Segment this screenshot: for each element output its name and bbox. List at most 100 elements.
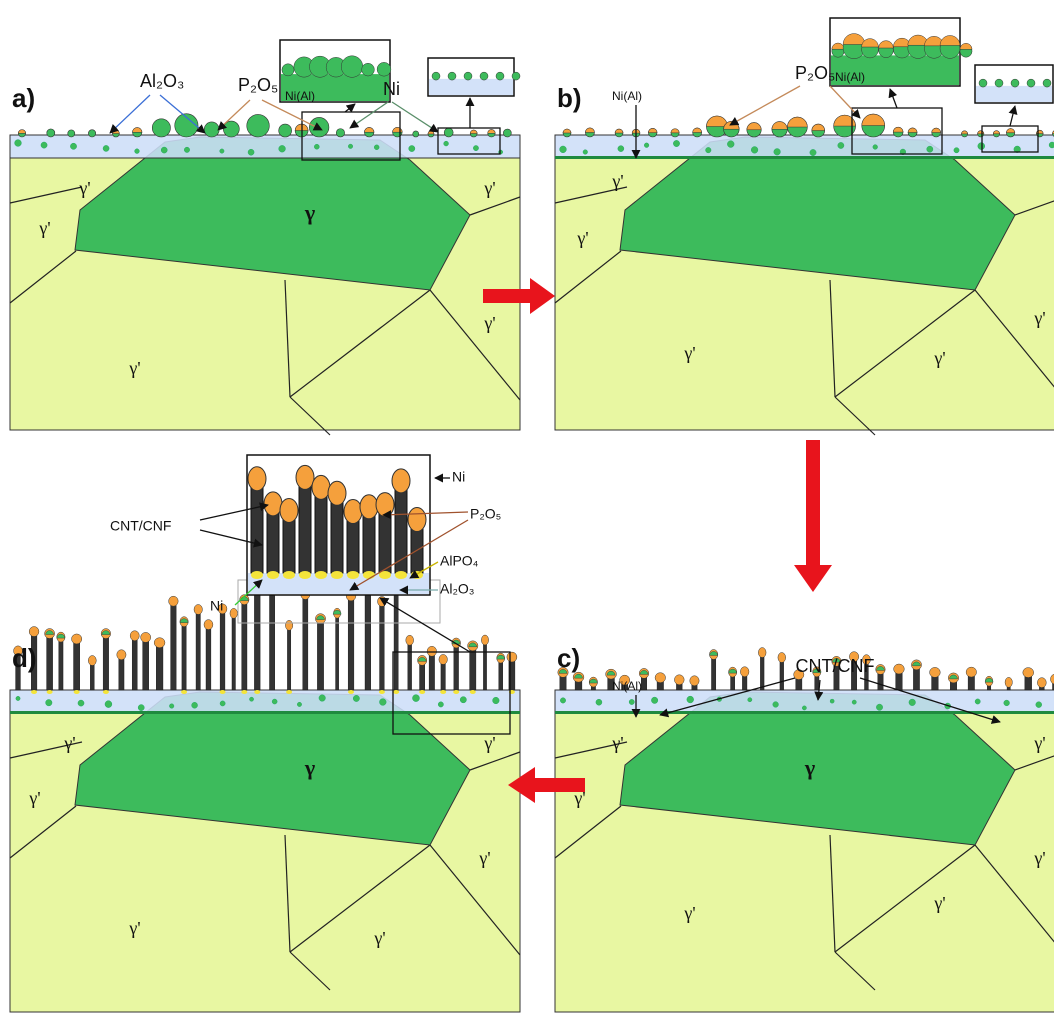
oxide-particle	[249, 697, 253, 701]
inset-cnt	[331, 495, 343, 573]
p2o5-cap	[978, 131, 984, 134]
inset-particle	[480, 72, 488, 80]
oxide-particle	[348, 144, 352, 148]
oxide-particle	[876, 704, 882, 710]
oxide-particle	[493, 697, 500, 704]
cnt	[896, 672, 903, 690]
oxide-particle	[169, 704, 174, 709]
inset-particle	[377, 62, 391, 76]
inset-cap	[280, 498, 298, 522]
oxide-particle	[596, 699, 602, 705]
p2o5-cap	[141, 632, 151, 642]
inset-particle	[432, 72, 440, 80]
gamma-prime-label: γ'	[933, 348, 945, 368]
gamma-prime-label: γ'	[63, 733, 75, 753]
cnt	[483, 643, 486, 690]
p2o5-cap	[747, 123, 761, 130]
p2o5-cap	[393, 127, 403, 132]
alpo4	[241, 690, 247, 694]
p2o5-cap	[1023, 668, 1034, 678]
cnt	[780, 661, 784, 690]
gamma-label: γ	[804, 755, 815, 780]
p2o5-cap	[132, 128, 141, 133]
p2o5-cap	[1037, 678, 1046, 688]
inset-alpo4	[299, 571, 311, 579]
cnt	[103, 637, 109, 690]
figure: a)γγ'γ'γ'γ'γ'b)γ'γ'γ'γ'γ'c)γγ'γ'γ'γ'γ'γ'…	[0, 0, 1054, 1014]
cnt	[711, 657, 715, 690]
pointer	[262, 100, 322, 130]
ni-particle	[279, 124, 292, 137]
oxide-particle	[560, 146, 567, 153]
inset-label: Ni(Al)	[835, 70, 865, 84]
oxide-particle	[314, 144, 319, 149]
gamma-prime-label: γ'	[683, 903, 695, 923]
p2o5-cap	[406, 635, 414, 645]
inset-layer	[429, 79, 513, 95]
gamma-prime-label: γ'	[1033, 848, 1045, 868]
p2o5-cap	[154, 638, 165, 648]
oxide-particle	[41, 142, 47, 148]
callout: P₂O₅	[238, 75, 278, 95]
panel-label: c)	[557, 643, 580, 673]
p2o5-cap	[930, 667, 941, 677]
panel: c)γγ'γ'γ'γ'γ'γ'	[555, 643, 1054, 1012]
process-arrow	[794, 440, 832, 592]
p2o5-cap	[481, 635, 488, 645]
alpo4	[74, 690, 80, 694]
p2o5-cap	[690, 676, 699, 686]
inset-cnt	[251, 481, 263, 573]
p2o5-cap	[1005, 677, 1012, 687]
inset-callout: P₂O₅	[470, 506, 501, 522]
panel-label: d)	[12, 643, 37, 673]
oxide-particle	[70, 143, 76, 149]
gamma-prime-label: γ'	[128, 918, 140, 938]
oxide-particle	[319, 695, 326, 702]
alpo4	[379, 690, 385, 694]
p2o5-cap	[740, 667, 749, 677]
oxide-particle	[438, 702, 443, 707]
p2o5-cap	[706, 116, 727, 126]
cnt	[242, 603, 247, 690]
oxide-particle	[838, 142, 844, 148]
cnt	[913, 668, 919, 690]
pointer	[110, 95, 150, 133]
panel-label: b)	[557, 83, 582, 113]
ni-al-layer	[555, 711, 1054, 714]
alpo4	[286, 690, 292, 694]
p2o5-cap	[439, 654, 447, 664]
inset-particle	[1027, 79, 1035, 87]
oxide-particle	[1049, 142, 1054, 148]
cnt	[317, 622, 323, 690]
cnt	[59, 640, 63, 690]
p2o5-cap	[772, 122, 787, 130]
oxide-particle	[46, 699, 52, 705]
ni-particle	[68, 130, 75, 137]
cnt	[269, 590, 274, 690]
ni-particle	[47, 129, 55, 137]
gamma-label: γ	[304, 200, 315, 225]
ni-particle	[503, 129, 511, 137]
p2o5-cap	[507, 652, 517, 662]
inset-alpo4	[331, 571, 343, 579]
oxide-particle	[374, 145, 379, 150]
oxide-particle	[220, 701, 225, 706]
oxide-particle	[184, 147, 189, 152]
inset-alpo4	[315, 571, 327, 579]
oxide-particle	[444, 141, 449, 146]
p2o5-cap	[194, 604, 202, 614]
oxide-particle	[651, 697, 657, 703]
callout: Ni	[383, 79, 400, 99]
ni-particle	[204, 122, 219, 137]
ni-particle	[336, 129, 344, 137]
inset-cap	[408, 508, 426, 532]
p2o5-cap	[169, 596, 179, 606]
p2o5-cap	[585, 128, 594, 133]
callout: Ni(Al)	[612, 89, 642, 103]
p2o5-cap	[778, 653, 786, 663]
oxide-particle	[727, 141, 734, 148]
p2o5-cap	[88, 656, 96, 666]
oxide-particle	[220, 149, 224, 153]
cnt	[303, 597, 308, 690]
p2o5-cap	[230, 608, 237, 618]
